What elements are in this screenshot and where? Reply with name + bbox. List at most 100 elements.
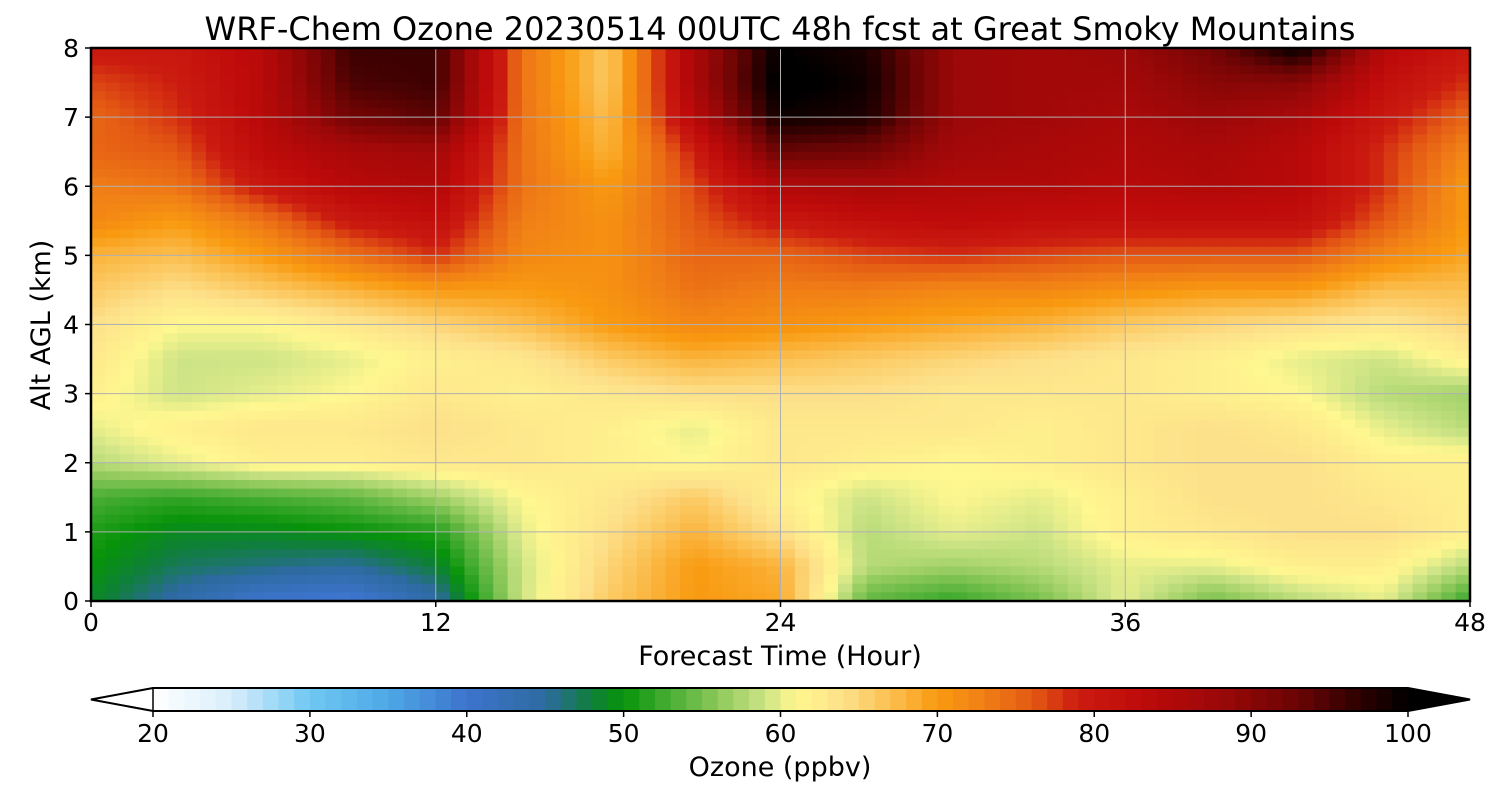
heatmap-cell: [493, 462, 509, 472]
heatmap-cell: [464, 125, 480, 136]
heatmap-cell: [263, 324, 279, 334]
heatmap-cell: [952, 454, 968, 464]
heatmap-cell: [1024, 436, 1040, 447]
heatmap-cell: [177, 56, 193, 66]
heatmap-cell: [837, 315, 853, 326]
heatmap-cell: [148, 298, 164, 308]
heatmap-cell: [478, 376, 494, 386]
heatmap-cell: [1168, 436, 1184, 447]
heatmap-cell: [91, 289, 106, 300]
heatmap-cell: [177, 134, 193, 144]
heatmap-cell: [134, 212, 150, 222]
heatmap-cell: [378, 117, 394, 127]
heatmap-cell: [536, 549, 552, 559]
heatmap-cell: [234, 540, 250, 550]
heatmap-cell: [981, 462, 997, 472]
heatmap-cell: [938, 428, 954, 438]
heatmap-cell: [967, 549, 983, 559]
heatmap-cell: [435, 419, 451, 429]
heatmap-cell: [450, 575, 466, 585]
heatmap-cell: [435, 480, 451, 490]
heatmap-cell: [565, 575, 580, 585]
heatmap-cell: [478, 333, 494, 343]
heatmap-cell: [651, 151, 667, 161]
heatmap-cell: [636, 359, 652, 369]
heatmap-cell: [636, 143, 652, 153]
heatmap-cell: [708, 324, 724, 334]
heatmap-cell: [1153, 307, 1169, 317]
heatmap-cell: [1010, 272, 1026, 282]
heatmap-cell: [952, 307, 968, 317]
heatmap-cell: [679, 281, 695, 291]
heatmap-cell: [895, 410, 911, 421]
heatmap-cell: [363, 212, 379, 222]
heatmap-cell: [1168, 531, 1184, 542]
heatmap-cell: [723, 471, 738, 481]
heatmap-cell: [895, 229, 911, 239]
heatmap-cell: [162, 307, 178, 317]
heatmap-cell: [464, 488, 480, 498]
heatmap-cell: [148, 384, 164, 395]
heatmap-cell: [1182, 454, 1198, 464]
heatmap-cell: [981, 454, 997, 464]
heatmap-cell: [1182, 194, 1198, 205]
heatmap-cell: [306, 289, 322, 300]
heatmap-cell: [665, 557, 681, 568]
heatmap-cell: [277, 350, 293, 360]
heatmap-cell: [1082, 462, 1098, 472]
heatmap-cell: [378, 315, 394, 326]
heatmap-cell: [679, 160, 695, 170]
heatmap-cell: [723, 497, 738, 507]
heatmap-cell: [234, 549, 250, 559]
heatmap-cell: [780, 212, 796, 222]
heatmap-cell: [507, 298, 523, 308]
heatmap-cell: [249, 307, 264, 317]
heatmap-cell: [995, 82, 1011, 92]
heatmap-cell: [392, 402, 408, 412]
heatmap-cell: [708, 480, 724, 490]
heatmap-cell: [105, 428, 121, 438]
heatmap-cell: [837, 583, 853, 593]
heatmap-cell: [134, 203, 150, 213]
heatmap-cell: [909, 298, 925, 308]
heatmap-cell: [866, 298, 882, 308]
heatmap-cell: [407, 212, 422, 222]
heatmap-cell: [407, 523, 422, 533]
heatmap-cell: [1182, 367, 1198, 377]
heatmap-cell: [565, 151, 580, 161]
heatmap-cell: [1010, 108, 1026, 118]
heatmap-cell: [1125, 307, 1141, 317]
heatmap-cell: [852, 65, 868, 75]
heatmap-cell: [679, 125, 695, 136]
heatmap-cell: [737, 480, 753, 490]
heatmap-cell: [837, 220, 853, 231]
heatmap-cell: [852, 289, 868, 300]
heatmap-cell: [1153, 194, 1169, 205]
heatmap-cell: [679, 333, 695, 343]
heatmap-cell: [550, 480, 566, 490]
heatmap-cell: [837, 523, 853, 533]
heatmap-cell: [263, 56, 279, 66]
heatmap-cell: [938, 575, 954, 585]
heatmap-cell: [895, 272, 911, 282]
heatmap-cell: [952, 531, 968, 542]
heatmap-cell: [349, 549, 365, 559]
heatmap-cell: [737, 488, 753, 498]
heatmap-cell: [1053, 566, 1069, 576]
heatmap-cell: [263, 255, 279, 265]
heatmap-cell: [478, 220, 494, 231]
heatmap-cell: [550, 99, 566, 110]
heatmap-cell: [1168, 307, 1184, 317]
heatmap-cell: [392, 410, 408, 421]
heatmap-cell: [837, 117, 853, 127]
heatmap-cell: [694, 514, 710, 524]
heatmap-cell: [1082, 402, 1098, 412]
heatmap-cell: [1153, 229, 1169, 239]
heatmap-cell: [421, 160, 437, 170]
heatmap-cell: [780, 160, 796, 170]
heatmap-cell: [1039, 583, 1055, 593]
heatmap-cell: [1024, 497, 1040, 507]
heatmap-cell: [349, 298, 365, 308]
heatmap-cell: [1082, 350, 1098, 360]
heatmap-cell: [694, 177, 710, 187]
